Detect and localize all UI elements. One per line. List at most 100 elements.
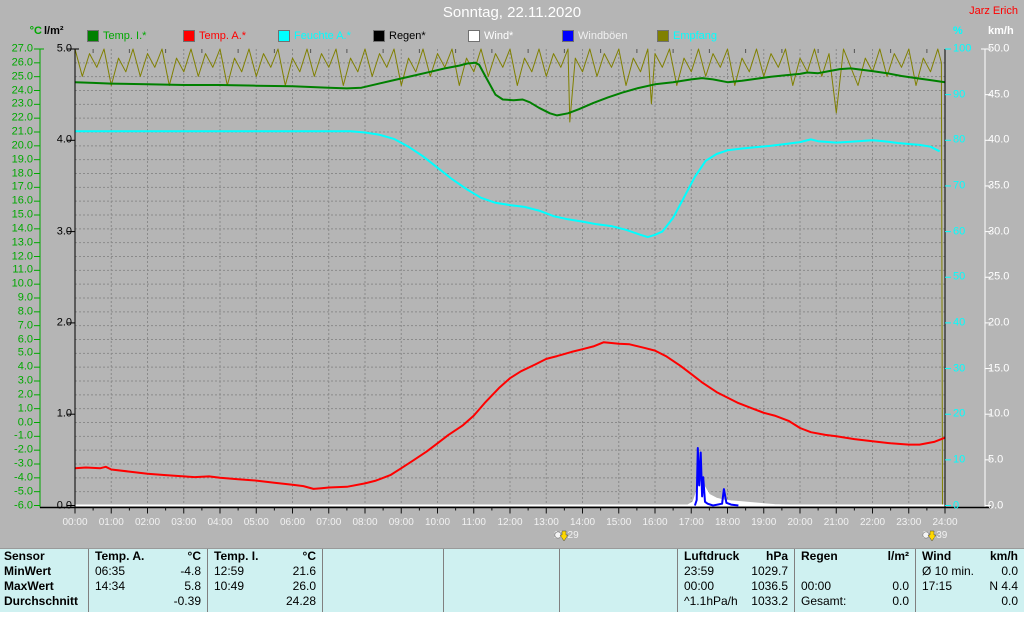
legend-label: Temp. A.* <box>199 30 247 42</box>
temp-axis-label: 24.0 <box>11 84 33 96</box>
temp-axis-label: -4.0 <box>14 471 33 484</box>
legend-item-regen: Regen* <box>373 30 426 42</box>
temp-axis-label: 1.0 <box>17 402 33 415</box>
table-col-tempa: Temp. A. °C 06:35 -4.8 14:34 5.8 -0.39 <box>88 549 207 613</box>
legend-color-box <box>87 30 99 42</box>
temp-axis-label: -1.0 <box>14 429 33 442</box>
temp-axis-label: 10.0 <box>11 277 33 290</box>
cell-value: 5.8 <box>184 579 201 593</box>
left-rain-axis-unit: l/m² <box>44 25 64 37</box>
series-Windböen <box>693 447 739 507</box>
cell-time: 17:15 <box>922 579 953 593</box>
time-axis-label: 20:00 <box>787 517 813 528</box>
wind-axis-label: 15.0 <box>988 362 1010 375</box>
series-Temp. A.* <box>74 341 946 490</box>
table-col-empty <box>322 549 443 613</box>
cell-time: 10:49 <box>214 579 245 593</box>
table-col-header <box>323 549 443 564</box>
time-axis-label: 10:00 <box>424 517 451 528</box>
marker-weather-icon <box>922 530 937 542</box>
humidity-axis-label: 70 <box>953 179 966 192</box>
time-axis-label: 09:00 <box>388 517 414 528</box>
time-axis-label: 17:00 <box>678 517 704 528</box>
sensor-unit: km/h <box>989 549 1018 563</box>
time-axis-label: 01:00 <box>98 517 124 528</box>
table-cell-row: 12:59 21.6 <box>208 564 322 579</box>
table-cell-row: 00:00 0.0 <box>795 579 915 594</box>
time-axis-label: 23:00 <box>896 517 922 528</box>
legend-label: Windböen <box>578 30 628 42</box>
table-col-empty <box>443 549 559 613</box>
cell-value: 0.0 <box>892 579 909 593</box>
legend-color-box <box>562 30 574 42</box>
table-cell-row: 23:59 1029.7 <box>678 564 794 579</box>
cell-time: 23:59 <box>684 564 715 578</box>
user-name: Jarz Erich <box>969 5 1018 17</box>
humidity-axis-label: 30 <box>953 362 966 375</box>
temp-axis-label: -5.0 <box>14 485 33 498</box>
table-col-header: Temp. I. °C <box>208 549 322 564</box>
cell-time: 06:35 <box>95 564 126 578</box>
table-cell-row <box>323 579 443 594</box>
time-axis-label: 22:00 <box>859 517 886 528</box>
legend-color-box <box>468 30 480 42</box>
humidity-axis-label: 10 <box>953 453 966 466</box>
temp-axis-label: 5.0 <box>17 346 33 359</box>
table-col-header <box>444 549 559 564</box>
legend-color-box <box>183 30 195 42</box>
cell-value: 21.6 <box>292 564 316 578</box>
temp-axis-label: 8.0 <box>17 305 33 318</box>
time-axis-label: 00:00 <box>62 517 88 528</box>
cell-time: 00:00 <box>684 579 715 593</box>
table-row-label: Sensor <box>4 549 45 563</box>
sensor-name: Luftdruck <box>684 549 740 563</box>
table-col-header <box>560 549 677 564</box>
legend-item-feuchtea: Feuchte A.* <box>278 30 351 42</box>
rain-axis-label: 2.0 <box>56 316 72 329</box>
humidity-axis-label: 90 <box>953 88 966 101</box>
rain-axis-label: 0.0 <box>56 499 72 511</box>
table-cell-row <box>560 579 677 594</box>
wind-axis-label: 25.0 <box>988 270 1010 283</box>
time-axis-label: 13:00 <box>533 517 559 528</box>
temp-axis-label: 9.0 <box>17 291 33 304</box>
table-col-empty <box>559 549 677 613</box>
wind-axis-label: 50.0 <box>988 42 1010 55</box>
page-title: Sonntag, 22.11.2020 <box>442 4 582 21</box>
temp-axis-label: 4.0 <box>17 360 33 373</box>
temp-axis-label: 17.0 <box>11 180 33 193</box>
cell-value: 1036.5 <box>751 579 788 593</box>
table-cell-row <box>444 564 559 579</box>
time-axis-label: 15:00 <box>606 517 632 528</box>
temp-axis-label: -2.0 <box>14 443 33 456</box>
legend-label: Wind* <box>484 30 514 42</box>
time-axis-label: 14:00 <box>569 517 596 528</box>
legend-color-box <box>657 30 669 42</box>
series-Empfang <box>74 48 943 506</box>
table-cell-row <box>444 579 559 594</box>
wind-axis-label: 5.0 <box>988 453 1004 466</box>
rain-axis-label: 3.0 <box>56 225 72 238</box>
legend-item-windben: Windböen <box>562 30 628 42</box>
temp-axis-label: 12.0 <box>11 250 33 262</box>
table-cell-row: 06:35 -4.8 <box>89 564 207 579</box>
sensor-name: Wind <box>922 549 952 563</box>
bottom-strip <box>0 612 1024 618</box>
table-cell-row: 24.28 <box>208 594 322 609</box>
temp-axis-label: 27.0 <box>11 42 33 55</box>
time-axis-label: 12:00 <box>497 517 523 528</box>
temp-axis-label: 21.0 <box>11 125 33 138</box>
cell-value: 24.28 <box>285 594 316 608</box>
table-col-header: Temp. A. °C <box>89 549 207 564</box>
table-cell-row: 14:34 5.8 <box>89 579 207 594</box>
table-row-labels: Sensor MinWert MaxWert Durchschnitt <box>0 549 88 613</box>
legend-color-box <box>373 30 385 42</box>
time-axis-label: 19:00 <box>751 517 777 528</box>
rain-axis-label: 4.0 <box>56 133 72 146</box>
cell-value: N 4.4 <box>989 579 1018 593</box>
cell-time: 12:59 <box>214 564 245 578</box>
temp-axis-label: 19.0 <box>11 153 33 166</box>
cell-value: 26.0 <box>292 579 316 593</box>
